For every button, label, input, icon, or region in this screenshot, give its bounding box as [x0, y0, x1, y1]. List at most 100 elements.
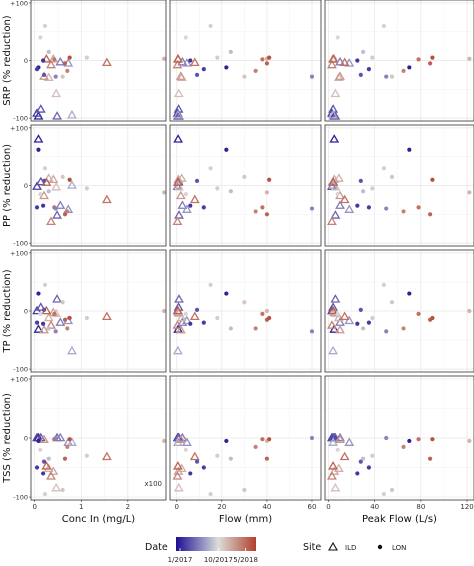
point-lon [389, 487, 395, 493]
point-lon [52, 57, 57, 62]
x-tick-label: 40 [370, 503, 379, 511]
point-ild [335, 71, 345, 80]
point-ild [101, 451, 112, 461]
x-tick-label: 120 [460, 503, 473, 511]
point-lon [389, 74, 395, 79]
point-lon [38, 35, 43, 40]
point-ild [51, 88, 62, 98]
point-lon [41, 321, 46, 326]
point-ild [330, 111, 341, 120]
point-ild [35, 302, 46, 311]
point-ild [328, 437, 339, 446]
point-ild [174, 294, 184, 303]
point-lon [53, 435, 58, 441]
point-lon [41, 203, 46, 208]
point-lon [53, 74, 58, 79]
point-lon [41, 307, 47, 312]
point-lon [201, 67, 206, 72]
point-lon [46, 189, 51, 194]
point-lon [401, 68, 406, 73]
x-axis-label-conc: Conc In (mg/L) [62, 514, 136, 525]
point-lon [389, 174, 395, 179]
panel-border [324, 124, 474, 247]
point-ild [189, 311, 200, 321]
point-ild [46, 216, 56, 226]
point-ild [175, 324, 186, 334]
point-lon [194, 72, 200, 78]
point-lon [208, 166, 213, 171]
point-ild [55, 200, 66, 209]
point-lon [401, 326, 406, 331]
point-ild [328, 109, 339, 119]
point-lon [264, 308, 270, 314]
x-tick-label: 40 [262, 503, 271, 511]
point-lon [183, 192, 188, 197]
point-ild [43, 312, 54, 322]
point-ild [329, 466, 340, 475]
panel-border [30, 0, 167, 122]
point-lon [84, 186, 89, 191]
point-lon [264, 190, 270, 195]
point-lon [65, 326, 70, 331]
x-tick-label: 80 [416, 503, 425, 511]
x-tick-label: 20 [217, 503, 226, 511]
point-lon [228, 49, 233, 54]
point-ild [339, 311, 350, 321]
point-ild [41, 54, 52, 63]
point-ild [52, 210, 62, 219]
point-lon [335, 192, 340, 197]
point-ild [173, 88, 184, 98]
point-lon [264, 212, 270, 217]
point-ild [328, 305, 339, 315]
panel-border [324, 249, 474, 373]
point-lon [228, 189, 233, 194]
point-ild [330, 88, 341, 98]
point-lon [309, 435, 315, 441]
point-lon [370, 315, 375, 321]
panel-border [324, 0, 474, 122]
color-legend-label: 5/2018 [233, 556, 258, 564]
point-lon [407, 438, 412, 444]
point-lon [215, 453, 220, 458]
y-tick-label: +100 [10, 375, 28, 383]
point-lon [36, 147, 41, 152]
point-ild [51, 181, 62, 191]
shape-legend-label: LON [392, 544, 406, 552]
point-lon [361, 326, 366, 331]
point-lon [67, 177, 72, 182]
panel-border [30, 375, 167, 501]
point-lon [42, 166, 48, 171]
point-lon [188, 203, 193, 208]
point-lon [201, 465, 206, 470]
point-lon [34, 465, 40, 470]
x-axis-label-peak: Peak Flow (L/s) [362, 514, 437, 525]
point-lon [162, 438, 167, 444]
point-lon [41, 178, 47, 183]
point-ild [330, 294, 341, 303]
panel-border [324, 375, 474, 501]
x-tick-label: 0 [32, 503, 36, 511]
point-ild [51, 482, 62, 492]
point-lon [416, 205, 421, 210]
color-legend-bar [176, 537, 256, 551]
point-ild [335, 434, 345, 444]
point-lon [188, 321, 193, 326]
panel-tp-conc [30, 249, 167, 373]
point-ild [172, 305, 183, 315]
point-ild [172, 216, 183, 226]
point-lon [46, 49, 51, 54]
point-ild [328, 177, 339, 186]
y-tick-label: -100 [13, 240, 28, 248]
x-tick-label: 60 [308, 503, 317, 511]
point-ild [46, 471, 56, 480]
point-lon [358, 307, 363, 312]
point-ild [101, 311, 112, 321]
point-lon [407, 65, 412, 70]
point-ild [172, 471, 183, 480]
point-lon [62, 61, 68, 66]
point-lon [65, 68, 70, 73]
point-ild [333, 312, 344, 322]
point-ild [173, 181, 184, 191]
point-lon [355, 321, 360, 326]
